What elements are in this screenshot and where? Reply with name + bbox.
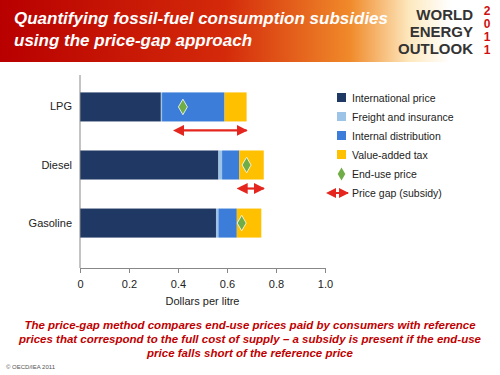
x-tick-label: 0.6 [220, 278, 235, 290]
logo-year: 2011 [484, 4, 491, 57]
x-tick-mark [178, 268, 179, 273]
x-tick-label: 0.8 [269, 278, 284, 290]
x-tick: 0.8 [269, 268, 284, 290]
legend-swatch [338, 167, 346, 180]
x-tick-label: 0.4 [171, 278, 186, 290]
end-use-marker [237, 215, 246, 231]
price-gap-arrow [247, 187, 264, 189]
legend-swatch [337, 150, 346, 159]
logo-word: ENERGY [410, 23, 473, 40]
legend-label: Freight and insurance [352, 111, 454, 123]
legend-swatch [337, 93, 346, 102]
x-tick-label: 0.2 [122, 278, 137, 290]
logo: WORLDENERGYOUTLOOK 2011 [398, 4, 491, 57]
y-axis: LPG Diesel Gasoline [29, 75, 80, 268]
copyright: © OECD/IEA 2011 [6, 364, 55, 370]
legend-label: Value-added tax [352, 149, 428, 161]
footnote: The price-gap method compares end-use pr… [8, 318, 492, 360]
logo-word: OUTLOOK [398, 40, 473, 57]
y-tick-label: Gasoline [29, 217, 72, 229]
logo-word: WORLD [416, 6, 473, 23]
x-tick: 1.0 [318, 268, 333, 290]
x-tick-mark [227, 268, 228, 273]
x-tick-label: 1.0 [318, 278, 333, 290]
x-tick-label: 0 [77, 278, 83, 290]
bar-segment [239, 150, 264, 179]
x-tick-mark [129, 268, 130, 273]
bar-segment [218, 150, 222, 179]
end-use-marker [242, 157, 251, 173]
x-tick: 0 [77, 268, 83, 290]
title: Quantifying fossil-fuel consumption subs… [14, 8, 394, 52]
legend: International price Freight and insurance… [335, 92, 454, 199]
y-tick: LPG [50, 100, 80, 112]
y-tick: Diesel [41, 159, 80, 171]
bar-segment [80, 150, 218, 179]
legend-label: International price [352, 92, 436, 104]
x-axis-line [81, 268, 326, 269]
price-gap-arrow [183, 129, 247, 131]
bar-segment [162, 92, 224, 121]
x-tick-mark [80, 268, 81, 273]
x-tick: 0.6 [220, 268, 235, 290]
end-use-marker [178, 99, 187, 115]
legend-label: End-use price [352, 168, 417, 180]
y-tick-label: LPG [50, 100, 72, 112]
legend-swatch [337, 112, 346, 121]
chart-svg: WORLDENERGYOUTLOOK 2011 0 0.2 0.4 0.6 0.8 1.0 Do… [0, 0, 500, 375]
legend-label: Internal distribution [352, 130, 441, 142]
plot-area [80, 92, 264, 237]
bar-segment [80, 209, 216, 238]
legend-swatch [337, 131, 346, 140]
bar-segment [222, 150, 239, 179]
y-tick: Gasoline [29, 217, 80, 229]
bar-segment [237, 209, 261, 238]
bar-segment [225, 92, 247, 121]
y-tick-label: Diesel [41, 159, 72, 171]
bar-segment [218, 209, 236, 238]
bar-segment [80, 92, 161, 121]
bar-segment [161, 92, 162, 121]
x-tick-mark [325, 268, 326, 273]
x-axis-title: Dollars per litre [166, 295, 240, 307]
legend-label: Price gap (subsidy) [352, 187, 442, 199]
x-axis: 0 0.2 0.4 0.6 0.8 1.0 [77, 268, 333, 290]
y-axis-line [80, 75, 81, 268]
bar-segment [216, 209, 218, 238]
x-tick: 0.4 [171, 268, 186, 290]
legend-swatch [335, 192, 348, 194]
x-tick: 0.2 [122, 268, 137, 290]
x-tick-mark [276, 268, 277, 273]
